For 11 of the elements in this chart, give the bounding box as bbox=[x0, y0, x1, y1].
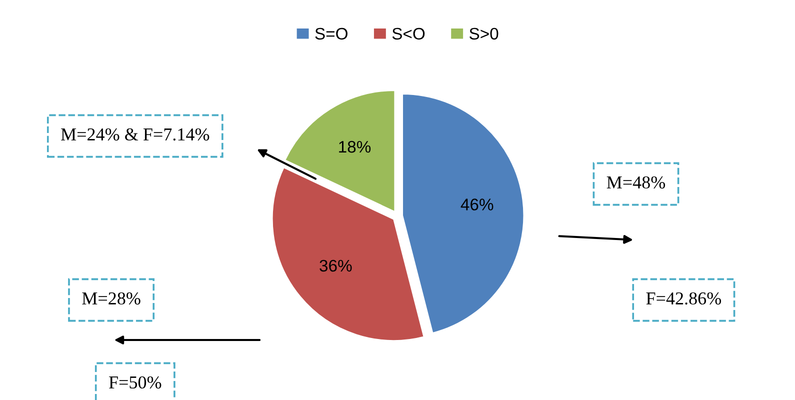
text: M=28% bbox=[82, 292, 140, 305]
text: F=42.86% bbox=[646, 292, 722, 305]
text: M=24% & F=7.14% bbox=[61, 128, 210, 141]
legend-label: S=O bbox=[315, 28, 348, 40]
data-label: 18% bbox=[339, 140, 371, 153]
data-label: 36% bbox=[320, 260, 352, 272]
legend-label: S>0 bbox=[470, 28, 498, 40]
text: M=48% bbox=[606, 176, 666, 189]
text: F=50% bbox=[109, 376, 162, 389]
data-label: 46% bbox=[460, 198, 494, 210]
legend-label: S<O bbox=[392, 28, 425, 40]
